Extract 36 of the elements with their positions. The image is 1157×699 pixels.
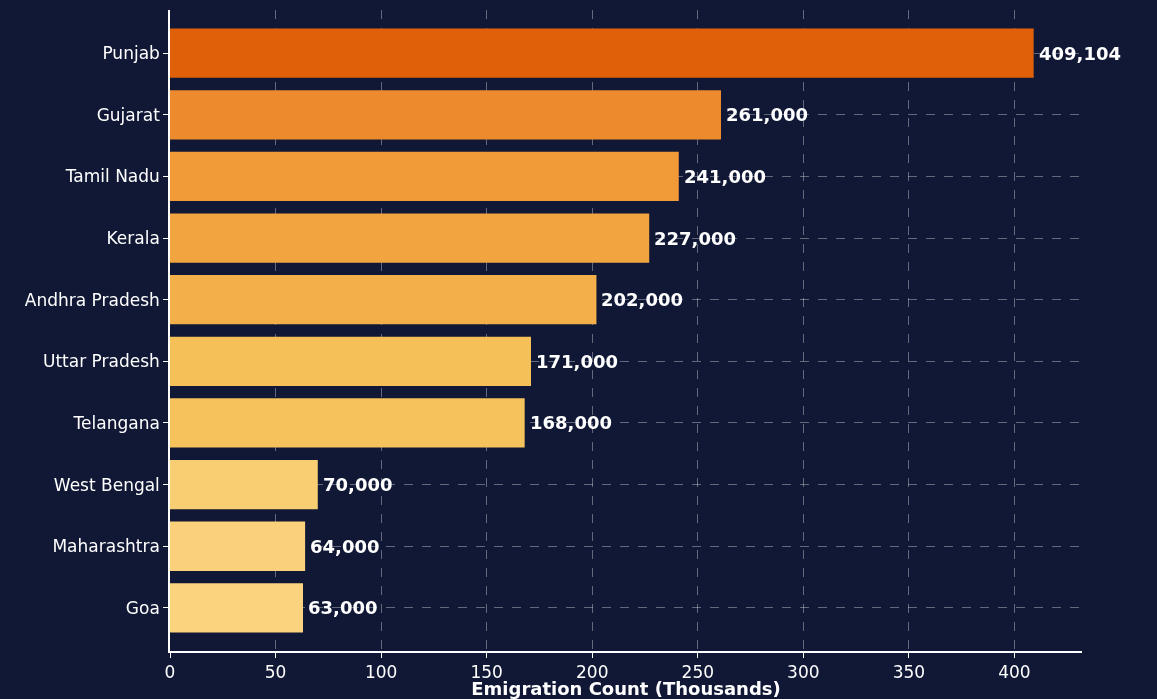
y-tick-label: West Bengal [53, 474, 160, 495]
x-tick-label: 300 [787, 662, 820, 683]
bar [170, 336, 531, 386]
y-tick-label: Kerala [106, 228, 160, 248]
annotation: 171,000 [536, 351, 618, 372]
bar [170, 28, 1034, 78]
y-tick-label: Gujarat [96, 104, 161, 125]
bar [170, 151, 679, 202]
bar [170, 213, 650, 263]
y-tick-label: Tamil Nadu [64, 166, 160, 187]
bar [170, 459, 318, 510]
y-tick-label: Punjab [102, 43, 160, 64]
annotation: 409,104 [1039, 43, 1121, 64]
annotation: 227,000 [654, 228, 736, 249]
y-tick-label: Telangana [72, 412, 160, 433]
x-tick-label: 400 [998, 662, 1031, 683]
annotation: 241,000 [684, 166, 766, 187]
bar [170, 521, 306, 571]
annotation: 202,000 [601, 289, 683, 310]
bar [170, 398, 525, 448]
annotation: 261,000 [726, 104, 808, 125]
x-tick-label: 50 [264, 662, 287, 683]
annotation: 168,000 [530, 412, 612, 433]
bar [170, 90, 721, 140]
y-tick-label: Goa [125, 597, 160, 618]
bar [170, 583, 303, 633]
x-tick-label: 0 [164, 662, 176, 683]
annotation: 64,000 [310, 536, 380, 557]
y-tick-label: Andhra Pradesh [24, 289, 160, 310]
x-tick-label: 100 [364, 662, 398, 683]
annotation: 70,000 [323, 474, 393, 495]
y-tick-label: Uttar Pradesh [43, 351, 160, 372]
bar [170, 275, 597, 325]
annotation: 63,000 [308, 597, 378, 618]
y-tick-label: Maharashtra [52, 536, 160, 557]
x-tick-label: 350 [892, 662, 926, 683]
